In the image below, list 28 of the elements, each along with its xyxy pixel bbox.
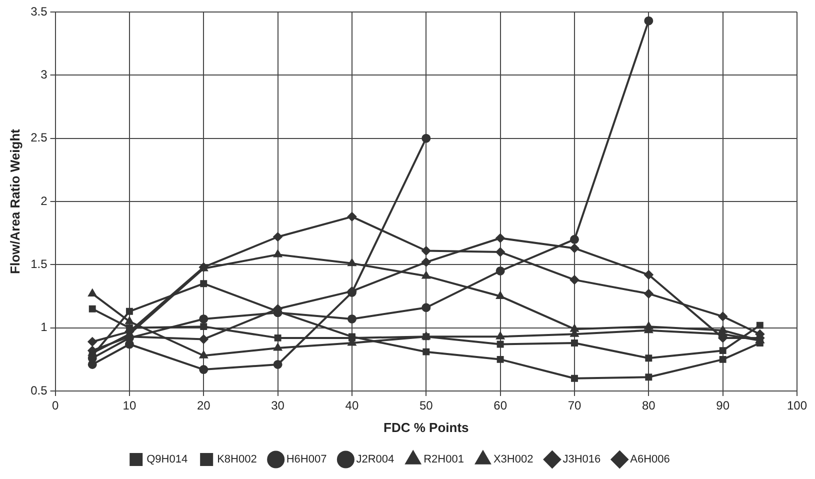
x-tick-label: 80 [642, 398, 656, 413]
x-tick-label: 90 [716, 398, 730, 413]
y-tick-label: 3.5 [30, 4, 48, 18]
y-tick-label: 1.5 [30, 256, 48, 271]
y-tick-label: 2 [40, 194, 48, 208]
y-axis-title: Flow/Area Ratio Weight [7, 128, 22, 274]
y-tick-label: 3 [40, 67, 48, 82]
legend-label: X3H002 [493, 454, 534, 466]
legend-label: Q9H014 [146, 454, 188, 466]
legend-label: A6H006 [630, 454, 670, 466]
x-tick-label: 20 [196, 398, 211, 413]
y-tick-label: 1 [40, 320, 48, 334]
x-axis-title: FDC % Points [384, 420, 469, 435]
legend-label: H6H007 [286, 454, 327, 466]
x-tick-label: 30 [271, 398, 285, 413]
y-tick-label: 0.5 [30, 383, 48, 398]
legend-label: J2R004 [356, 454, 394, 466]
legend-label: J3H016 [562, 454, 601, 466]
x-tick-label: 10 [122, 398, 136, 413]
x-tick-label: 0 [52, 398, 59, 413]
x-tick-label: 70 [568, 398, 582, 413]
x-tick-label: 100 [786, 398, 808, 413]
y-tick-label: 2.5 [30, 130, 48, 145]
legend-label: K8H002 [217, 454, 257, 466]
legend-label: R2H001 [424, 454, 464, 466]
x-tick-label: 50 [419, 398, 434, 413]
x-tick-label: 40 [345, 398, 359, 413]
x-tick-label: 60 [494, 398, 508, 413]
